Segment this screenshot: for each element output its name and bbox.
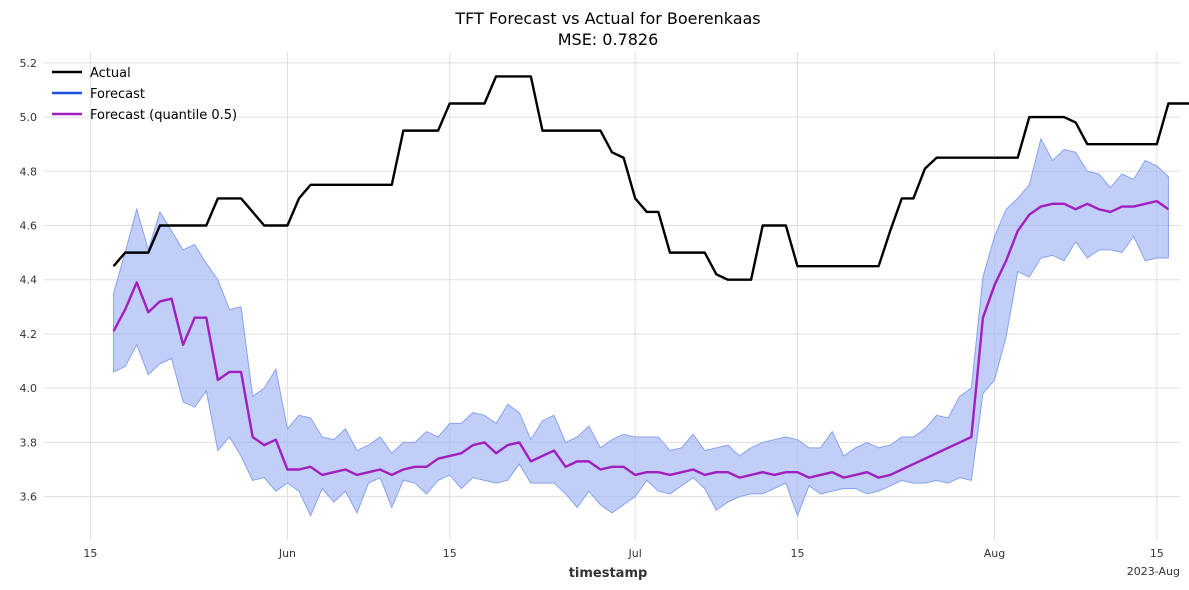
x-axis-label: timestamp	[569, 566, 648, 581]
legend-label-2: Forecast (quantile 0.5)	[90, 108, 237, 123]
y-tick-label: 4.8	[20, 165, 38, 178]
y-axis-ticks: 3.6 3.8 4.0 4.2 4.4 4.6 4.8 5.0 5.2	[20, 57, 38, 504]
chart-title: TFT Forecast vs Actual for Boerenkaas	[454, 9, 760, 28]
x-axis-ticks: 15 Jun 15 Jul 15 Aug 15	[83, 547, 1163, 560]
y-tick-label: 4.0	[20, 382, 38, 395]
y-tick-label: 4.4	[20, 274, 38, 287]
x-tick-label: 15	[790, 547, 804, 560]
x-tick-label: Jul	[628, 547, 642, 560]
y-tick-label: 3.8	[20, 436, 38, 449]
quantile-band	[113, 137, 1169, 518]
x-corner-label: 2023-Aug	[1127, 565, 1180, 578]
y-tick-label: 5.2	[20, 57, 38, 70]
x-tick-label: Jun	[278, 547, 296, 560]
series-lines	[112, 75, 1189, 479]
y-tick-label: 4.2	[20, 328, 38, 341]
series-line-0	[112, 75, 1189, 281]
y-tick-label: 4.6	[20, 220, 38, 233]
legend-label-0: Actual	[90, 66, 131, 81]
x-tick-label: 15	[443, 547, 457, 560]
series-line-2	[112, 199, 1170, 479]
chart-subtitle: MSE: 0.7826	[558, 30, 659, 49]
y-tick-label: 3.6	[20, 491, 38, 504]
x-tick-label: Aug	[984, 547, 1005, 560]
quantile-band-area	[113, 137, 1169, 518]
x-tick-label: 15	[83, 547, 97, 560]
y-tick-label: 5.0	[20, 111, 38, 124]
x-tick-label: 15	[1150, 547, 1164, 560]
legend: Actual Forecast Forecast (quantile 0.5)	[52, 66, 237, 123]
legend-label-1: Forecast	[90, 87, 145, 102]
